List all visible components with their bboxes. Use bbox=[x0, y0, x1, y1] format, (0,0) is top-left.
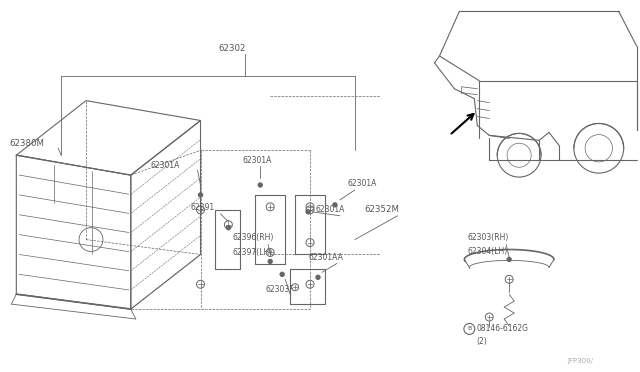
Circle shape bbox=[280, 272, 284, 276]
Circle shape bbox=[259, 183, 262, 187]
Text: 62352M: 62352M bbox=[365, 205, 400, 214]
Text: 62303F: 62303F bbox=[265, 285, 294, 294]
Text: 62301A: 62301A bbox=[243, 156, 272, 165]
Text: 62396(RH): 62396(RH) bbox=[232, 233, 274, 242]
Text: 62301A: 62301A bbox=[348, 179, 377, 187]
Text: 62302: 62302 bbox=[218, 44, 246, 52]
Text: JFP300/: JFP300/ bbox=[567, 358, 593, 364]
Text: 08146-6162G: 08146-6162G bbox=[476, 324, 528, 333]
Text: B: B bbox=[467, 326, 472, 331]
Text: 62301A: 62301A bbox=[151, 161, 180, 170]
Text: 62301AA: 62301AA bbox=[308, 253, 343, 262]
Text: (2): (2) bbox=[476, 337, 487, 346]
Circle shape bbox=[198, 193, 202, 197]
Text: 62304(LH): 62304(LH) bbox=[467, 247, 508, 256]
Circle shape bbox=[333, 203, 337, 207]
Circle shape bbox=[306, 210, 310, 214]
Circle shape bbox=[507, 257, 511, 262]
Circle shape bbox=[268, 259, 272, 263]
Text: 62391: 62391 bbox=[191, 203, 214, 212]
Text: 62380M: 62380M bbox=[10, 139, 44, 148]
Text: 62301A: 62301A bbox=[315, 205, 344, 214]
Circle shape bbox=[316, 275, 320, 279]
Circle shape bbox=[227, 226, 230, 230]
Text: 62397(LH): 62397(LH) bbox=[232, 248, 273, 257]
Text: 62303(RH): 62303(RH) bbox=[467, 233, 509, 242]
